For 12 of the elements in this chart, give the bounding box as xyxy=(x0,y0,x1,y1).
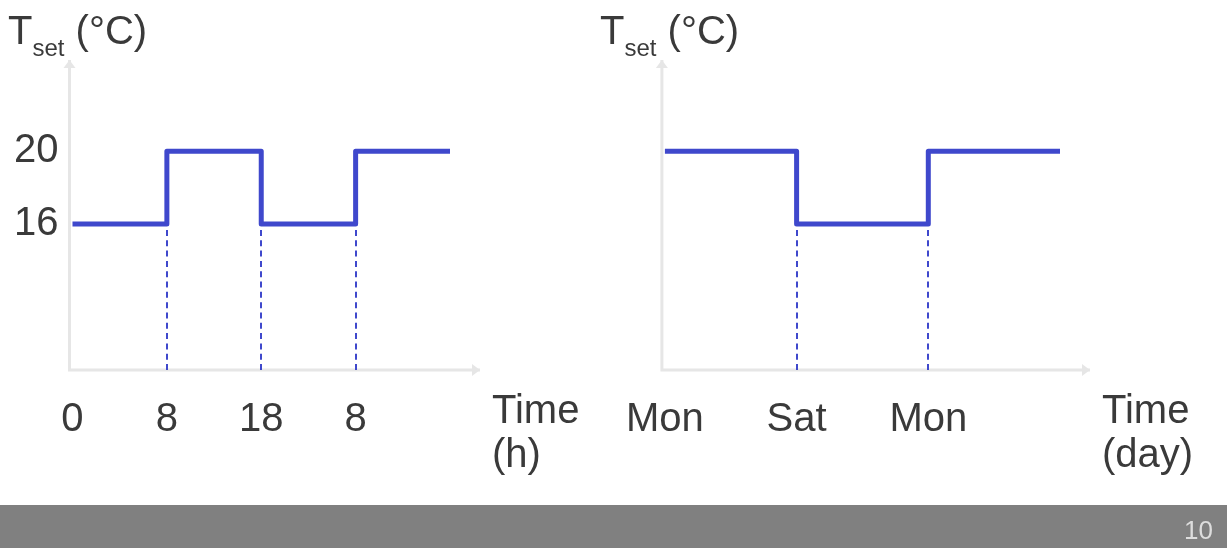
x-tick-label: Mon xyxy=(626,395,704,440)
x-tick-label: 0 xyxy=(61,395,84,440)
x-tick-label: Sat xyxy=(766,395,827,440)
x-axis-title: Time (day) xyxy=(1102,387,1194,476)
text: 10 xyxy=(1184,515,1213,546)
x-tick-label: Mon xyxy=(889,395,968,440)
y-tick-label: 16 xyxy=(13,199,59,244)
y-tick-label: 20 xyxy=(13,126,59,171)
x-tick-label: 8 xyxy=(155,395,178,440)
x-tick-label: 8 xyxy=(344,395,367,440)
x-tick-label: 18 xyxy=(239,395,284,440)
x-axis-title: Time (h) xyxy=(492,387,580,476)
